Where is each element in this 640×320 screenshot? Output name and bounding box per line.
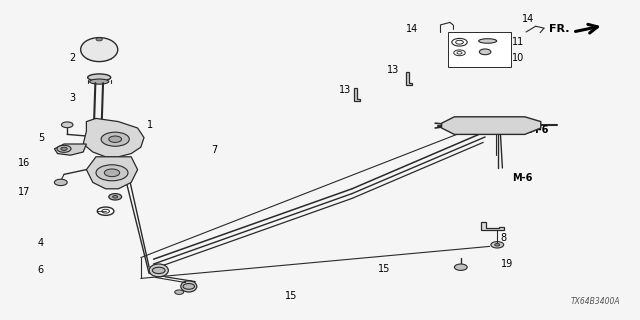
- Ellipse shape: [149, 264, 168, 277]
- Circle shape: [109, 194, 122, 200]
- Ellipse shape: [90, 79, 109, 84]
- Circle shape: [61, 122, 73, 128]
- Polygon shape: [83, 118, 144, 157]
- Polygon shape: [442, 117, 541, 134]
- Circle shape: [57, 145, 71, 152]
- Text: 7: 7: [211, 145, 218, 156]
- Text: 1: 1: [147, 120, 154, 130]
- Text: 9: 9: [451, 36, 458, 47]
- Polygon shape: [406, 72, 412, 85]
- Text: 3: 3: [69, 92, 76, 103]
- Circle shape: [454, 264, 467, 270]
- Polygon shape: [481, 222, 504, 230]
- Text: FR.: FR.: [549, 24, 570, 34]
- Circle shape: [102, 209, 109, 213]
- Circle shape: [109, 136, 122, 142]
- Text: 19: 19: [500, 259, 513, 269]
- Text: 2: 2: [69, 52, 76, 63]
- Polygon shape: [354, 88, 360, 101]
- Text: 5: 5: [38, 132, 45, 143]
- Text: TX64B3400A: TX64B3400A: [570, 297, 620, 306]
- Text: 10: 10: [512, 52, 524, 63]
- Circle shape: [454, 50, 465, 56]
- Circle shape: [479, 49, 491, 55]
- Circle shape: [456, 40, 463, 44]
- Text: 14: 14: [406, 24, 418, 34]
- Circle shape: [96, 165, 128, 181]
- Text: 15: 15: [285, 291, 297, 301]
- Text: M-6: M-6: [528, 124, 548, 135]
- Circle shape: [104, 169, 120, 177]
- Text: 16: 16: [18, 158, 30, 168]
- Circle shape: [495, 244, 500, 246]
- Circle shape: [457, 52, 462, 54]
- Polygon shape: [86, 157, 138, 189]
- Text: 15: 15: [378, 264, 390, 274]
- Text: 11: 11: [512, 36, 524, 47]
- Circle shape: [96, 38, 102, 41]
- Circle shape: [152, 267, 165, 274]
- Circle shape: [175, 290, 184, 294]
- Text: 13: 13: [339, 84, 351, 95]
- Ellipse shape: [479, 39, 497, 43]
- Circle shape: [101, 132, 129, 146]
- Text: 12: 12: [450, 51, 462, 61]
- Circle shape: [113, 196, 118, 198]
- Ellipse shape: [88, 74, 111, 81]
- Text: 8: 8: [500, 233, 507, 244]
- Ellipse shape: [81, 38, 118, 62]
- Circle shape: [491, 242, 504, 248]
- Circle shape: [61, 147, 67, 150]
- Ellipse shape: [180, 281, 197, 292]
- Circle shape: [452, 38, 467, 46]
- Text: 14: 14: [522, 14, 534, 24]
- Text: 4: 4: [37, 238, 44, 248]
- Text: 13: 13: [387, 65, 399, 76]
- Circle shape: [97, 207, 114, 215]
- Text: 6: 6: [37, 265, 44, 276]
- Text: M-6: M-6: [512, 172, 532, 183]
- Bar: [448, 32, 511, 67]
- Circle shape: [183, 284, 195, 289]
- Text: 17: 17: [18, 187, 30, 197]
- Polygon shape: [54, 144, 86, 155]
- Circle shape: [54, 179, 67, 186]
